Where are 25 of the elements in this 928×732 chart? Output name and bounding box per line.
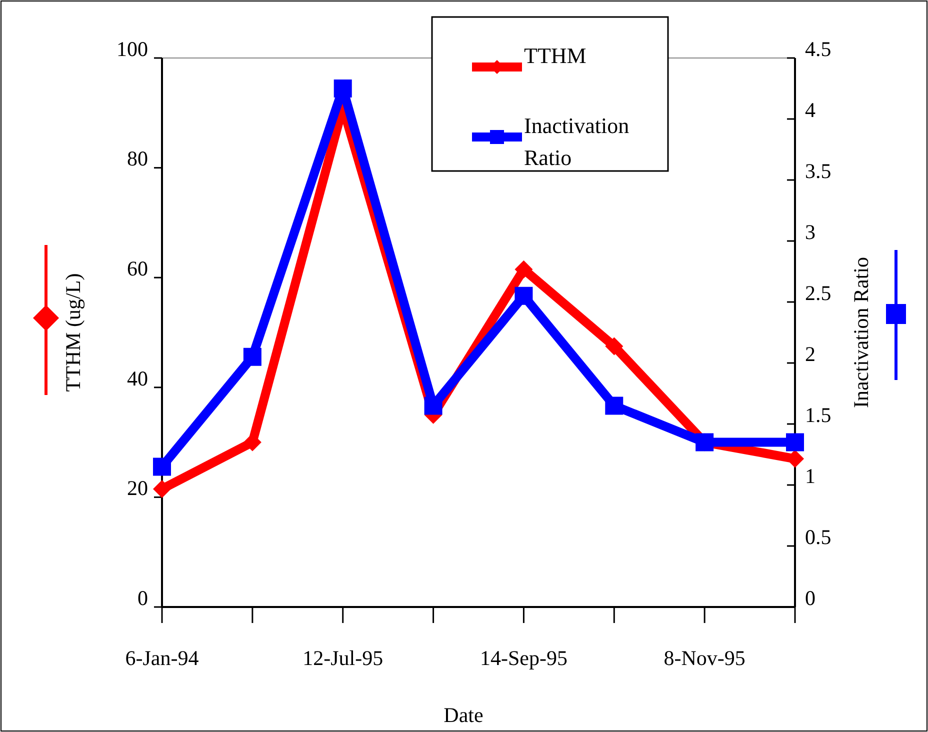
y2-tick-label: 2.5 (805, 280, 832, 305)
x-tick-label: 8-Nov-95 (664, 646, 746, 670)
y-tick-label: 40 (127, 366, 148, 390)
y2-tick-label: 4 (805, 98, 816, 122)
x-tick-label: 12-Jul-95 (302, 646, 384, 670)
y2-axis-title: Inactivation Ratio (849, 256, 873, 408)
y2-tick-label: 0.5 (805, 524, 832, 549)
y-tick-label: 60 (127, 256, 148, 280)
y2-tick-label: 2 (805, 342, 816, 366)
x-tick-label: 6-Jan-94 (125, 646, 200, 670)
y-tick-label: 100 (116, 36, 148, 61)
y2-tick-label: 1 (805, 464, 816, 488)
y2-tick-label: 0 (805, 586, 816, 610)
y-tick-label: 20 (127, 476, 148, 500)
y2-tick-label: 3 (805, 220, 816, 244)
x-axis-title: Date (444, 703, 484, 727)
y2-tick-label: 1.5 (805, 402, 832, 427)
y-tick-label: 80 (127, 146, 148, 171)
legend-label: Inactivation Ratio (524, 113, 630, 170)
y2-tick-label: 3.5 (805, 158, 832, 183)
y-axis-title: TTHM (ug/L) (61, 273, 85, 392)
y-tick-label: 0 (138, 586, 148, 610)
x-tick-label: 14-Sep-95 (480, 646, 568, 670)
y2-tick-label: 4.5 (805, 36, 832, 61)
legend-label: TTHM (524, 43, 586, 68)
